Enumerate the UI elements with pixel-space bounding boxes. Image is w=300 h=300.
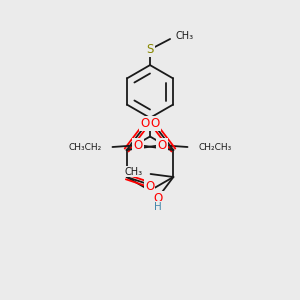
Text: CH₂CH₃: CH₂CH₃ [198,143,231,152]
Text: O: O [140,117,149,130]
Text: CH₃: CH₃ [175,31,193,41]
Text: H: H [154,202,162,212]
Text: O: O [145,180,154,194]
Text: O: O [158,139,166,152]
Text: O: O [134,139,142,152]
Text: O: O [151,117,160,130]
Text: CH₃CH₂: CH₃CH₂ [69,143,102,152]
Text: S: S [146,43,154,56]
Text: CH₃: CH₃ [124,167,142,177]
Text: O: O [154,192,163,205]
